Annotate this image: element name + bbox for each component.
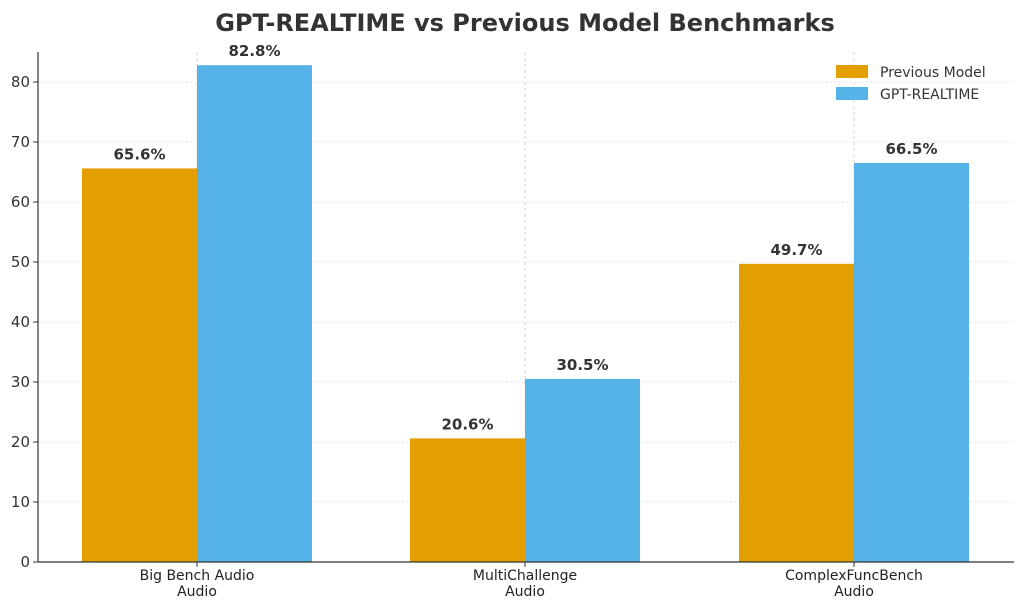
x-tick-label-0-1: Audio (177, 584, 217, 600)
x-tick-label-2-1: Audio (834, 584, 874, 600)
legend-label-0: Previous Model (880, 65, 986, 81)
y-tick-label-70: 70 (11, 133, 30, 151)
data-label-0-0: 65.6% (113, 145, 165, 163)
chart-title: GPT-REALTIME vs Previous Model Benchmark… (215, 9, 835, 37)
bar-0-2 (739, 263, 854, 562)
data-label-0-1: 20.6% (441, 415, 493, 433)
y-tick-label-80: 80 (11, 73, 30, 91)
bar-0-0 (82, 168, 197, 562)
bar-1-0 (197, 65, 312, 562)
bars-layer (82, 65, 969, 562)
bar-1-1 (525, 379, 640, 562)
legend-swatch-0 (836, 65, 868, 78)
x-tick-label-1-0: MultiChallenge (473, 568, 577, 584)
data-label-1-1: 30.5% (556, 356, 608, 374)
legend: Previous Model GPT-REALTIME (836, 65, 986, 103)
x-tick-label-2-0: ComplexFuncBench (785, 568, 923, 584)
y-tick-label-10: 10 (11, 493, 30, 511)
y-tick-label-20: 20 (11, 433, 30, 451)
y-tick-label-30: 30 (11, 373, 30, 391)
legend-label-1: GPT-REALTIME (880, 87, 979, 103)
y-tick-label-60: 60 (11, 193, 30, 211)
labels-layer: 65.6% 20.6% 49.7% 82.8% 30.5% 66.5% (113, 42, 937, 433)
data-label-1-0: 82.8% (228, 42, 280, 60)
x-tick-label-1-1: Audio (505, 584, 545, 600)
x-tick-label-0-0: Big Bench Audio (140, 568, 255, 584)
y-tick-label-50: 50 (11, 253, 30, 271)
y-tick-label-40: 40 (11, 313, 30, 331)
bar-1-2 (854, 163, 969, 562)
bar-0-1 (410, 438, 525, 562)
legend-swatch-1 (836, 87, 868, 100)
data-label-0-2: 49.7% (770, 241, 822, 259)
data-label-1-2: 66.5% (885, 140, 937, 158)
y-tick-label-0: 0 (20, 553, 30, 571)
